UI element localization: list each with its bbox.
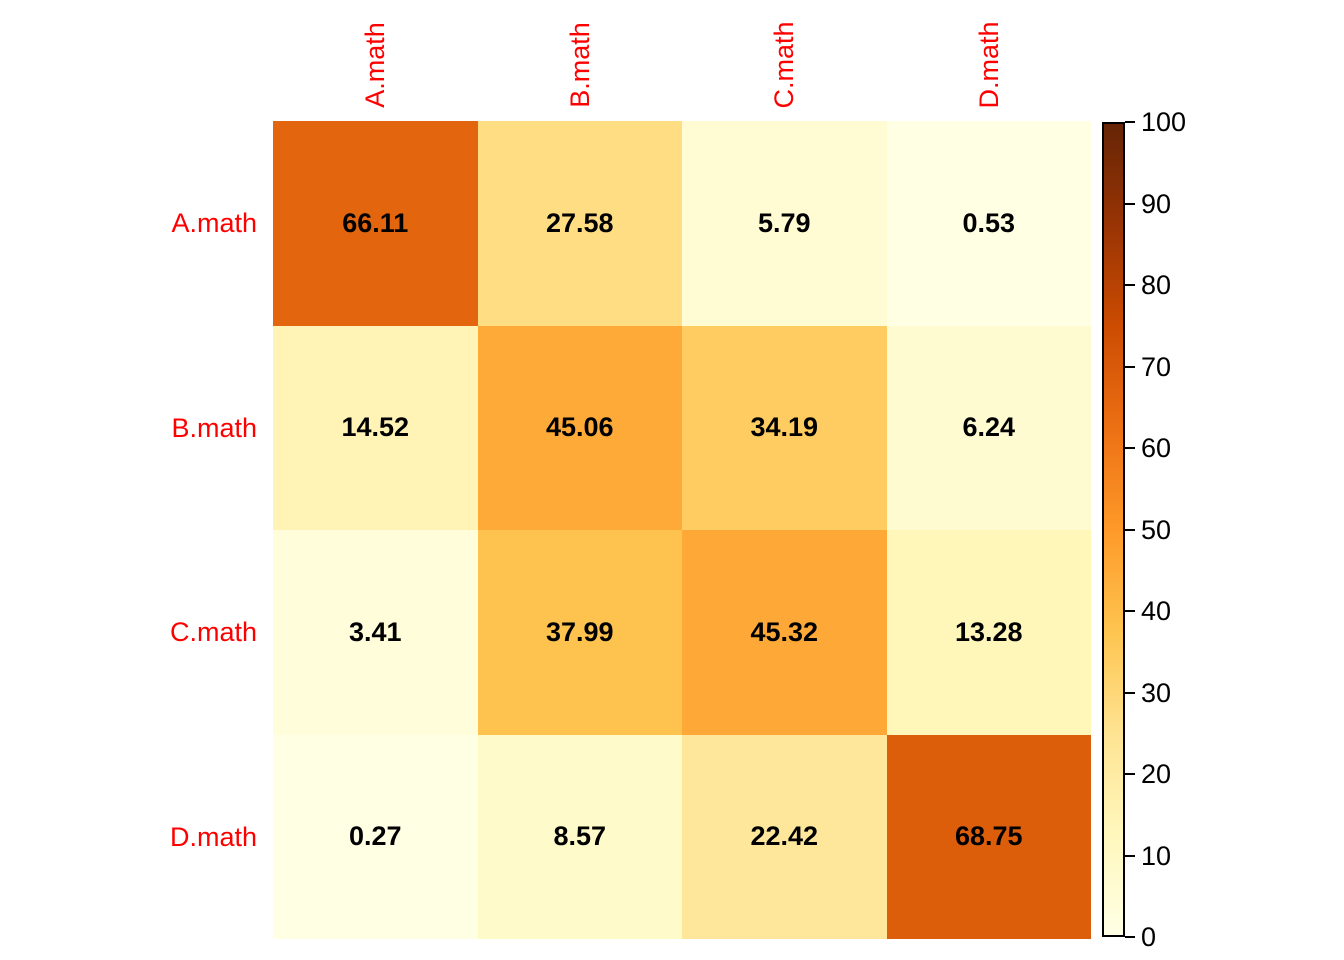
colorbar-tick-20 [1125,773,1135,775]
heatmap-cell-C.math-B.math: 37.99 [477,530,682,735]
heatmap-cell-B.math-B.math: 45.06 [477,325,682,530]
column-label-B.math: B.math [564,22,595,108]
heatmap-cell-D.math-B.math: 8.57 [477,734,682,939]
heatmap-cell-D.math-A.math: 0.27 [273,734,478,939]
colorbar-tick-60 [1125,447,1135,449]
heatmap-cell-C.math-D.math: 13.28 [886,530,1091,735]
heatmap-cell-B.math-C.math: 34.19 [682,325,887,530]
colorbar-tick-label-40: 40 [1141,596,1172,626]
heatmap-cell-A.math-B.math: 27.58 [477,121,682,326]
colorbar-tick-label-30: 30 [1141,677,1172,708]
colorbar-tick-0 [1125,936,1135,938]
colorbar-tick-90 [1125,202,1135,205]
row-label-D.math: D.math [169,821,257,852]
heatmap-cell-D.math-C.math: 22.42 [682,734,887,939]
colorbar-tick-40 [1125,610,1135,612]
heatmap-cell-A.math-D.math: 0.53 [886,121,1091,326]
colorbar-tick-label-70: 70 [1141,351,1172,382]
colorbar-tick-label-90: 90 [1141,188,1172,219]
colorbar-tick-50 [1125,528,1135,531]
colorbar-tick-70 [1125,365,1135,368]
heatmap-cell-D.math-D.math: 68.75 [886,734,1091,939]
colorbar-tick-10 [1125,854,1135,857]
colorbar-tick-30 [1125,691,1135,694]
colorbar-tick-80 [1125,284,1135,286]
colorbar-tick-label-80: 80 [1141,270,1172,300]
heatmap-cell-A.math-C.math: 5.79 [682,121,887,326]
column-label-A.math: A.math [360,22,391,108]
colorbar-tick-label-50: 50 [1141,514,1172,545]
colorbar-tick-100 [1125,121,1135,123]
colorbar-tick-label-0: 0 [1141,922,1157,952]
colorbar-tick-label-100: 100 [1141,107,1187,137]
heatmap-cell-A.math-A.math: 66.11 [273,121,478,326]
colorbar-tick-label-10: 10 [1141,840,1172,871]
heatmap-cell-B.math-D.math: 6.24 [886,325,1091,530]
heatmap-cell-C.math-A.math: 3.41 [273,530,478,735]
row-label-A.math: A.math [171,208,257,239]
colorbar-gradient [1102,122,1125,937]
heatmap-cell-B.math-A.math: 14.52 [273,325,478,530]
heatmap-grid: 66.11 27.58 5.79 0.53 14.52 45.06 34.19 6.24 3.4… [273,121,1091,939]
heatmap-cell-C.math-C.math: 45.32 [682,530,887,735]
column-label-C.math: C.math [769,21,800,109]
column-label-D.math: D.math [973,21,1004,109]
colorbar-tick-label-60: 60 [1141,433,1172,463]
colorbar-tick-label-20: 20 [1141,759,1172,789]
row-label-C.math: C.math [169,617,257,648]
row-label-B.math: B.math [171,412,257,443]
